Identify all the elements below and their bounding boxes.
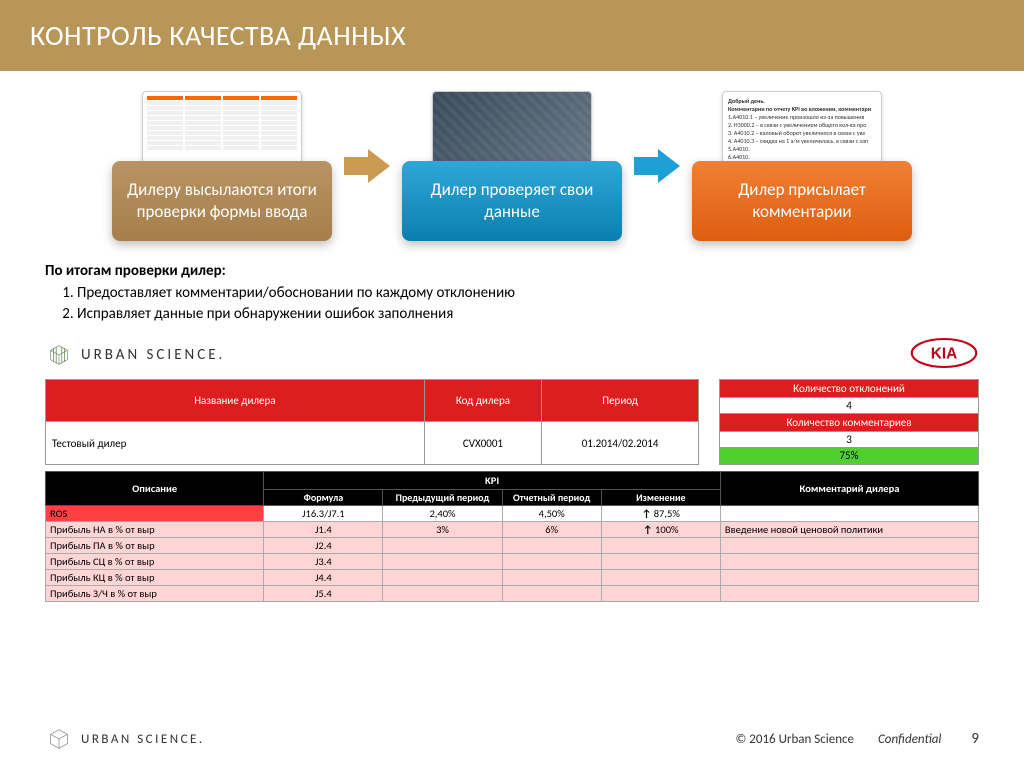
kpi-desc: Прибыль НА в % от выр xyxy=(46,521,264,537)
kpi-comment: Введение новой ценовой политики xyxy=(720,521,978,537)
kpi-curr xyxy=(502,585,601,601)
tables-section: Название дилера Код дилера Период Тестов… xyxy=(0,379,1024,602)
td-dealer-code: CVX0001 xyxy=(424,422,541,465)
kpi-group: KPI xyxy=(264,471,721,489)
flow-label-3: Дилер присылает комментарии xyxy=(692,161,912,241)
kpi-curr xyxy=(502,537,601,553)
kpi-change xyxy=(601,537,720,553)
doc-line: 5.A4010. xyxy=(728,145,876,153)
summary-text: По итогам проверки дилер: Предоставляет … xyxy=(0,251,1024,330)
kpi-th: Изменение xyxy=(601,489,720,505)
doc-line: 2. H3000.2 – в связи с увеличением общег… xyxy=(728,121,876,129)
kpi-comment xyxy=(720,505,978,521)
kpi-formula: J3.4 xyxy=(264,553,383,569)
arrow-icon xyxy=(634,149,680,183)
urban-science-logo: URBAN SCIENCE. xyxy=(45,341,225,369)
flow-step-3: Добрый день. Комментарии по отчету KPI в… xyxy=(692,91,912,241)
kpi-th: Предыдущий период xyxy=(383,489,502,505)
kpi-comment xyxy=(720,553,978,569)
process-flow: Дилеру высылаются итоги проверки формы в… xyxy=(0,71,1024,251)
flow-step-1: Дилеру высылаются итоги проверки формы в… xyxy=(112,91,332,241)
kpi-row: Прибыль ПА в % от вырJ2.4 xyxy=(46,537,979,553)
kpi-prev: 2,40% xyxy=(383,505,502,521)
kpi-comment xyxy=(720,569,978,585)
kpi-th: Формула xyxy=(264,489,383,505)
kpi-row: Прибыль З/Ч в % от вырJ5.4 xyxy=(46,585,979,601)
kpi-formula: J16.3/J7.1 xyxy=(264,505,383,521)
kpi-comment xyxy=(720,537,978,553)
doc-line: 3. A4010.2 – валовый оборот увеличился в… xyxy=(728,129,876,137)
kpi-desc: Прибыль КЦ в % от выр xyxy=(46,569,264,585)
kpi-prev xyxy=(383,553,502,569)
flow-step-2: Дилер проверяет свои данные xyxy=(402,91,622,241)
kpi-curr xyxy=(502,569,601,585)
kpi-prev xyxy=(383,569,502,585)
kpi-table: Описание KPI Комментарий дилера Формула … xyxy=(45,471,979,602)
kpi-prev xyxy=(383,537,502,553)
td-period: 01.2014/02.2014 xyxy=(542,422,699,465)
kpi-formula: J1.4 xyxy=(264,521,383,537)
urban-science-logo: URBAN SCIENCE. xyxy=(45,725,205,753)
kpi-comment xyxy=(720,585,978,601)
cube-icon xyxy=(45,725,73,753)
kpi-change: 87,5% xyxy=(601,505,720,521)
kpi-change xyxy=(601,569,720,585)
doc-line: 6.A4010. xyxy=(728,153,876,161)
dev-pct: 75% xyxy=(720,448,978,464)
kpi-desc: Прибыль СЦ в % от выр xyxy=(46,553,264,569)
summary-item: Предоставляет комментарии/обосновании по… xyxy=(77,283,979,303)
kpi-curr xyxy=(502,553,601,569)
page-number: 9 xyxy=(971,730,979,748)
doc-line: 1.A4010.1 – увеличение произошло из-за п… xyxy=(728,113,876,121)
dev-header: Количество отклонений xyxy=(720,380,978,398)
doc-line: 4. A4010.3 – скидка на 1 а/м увеличилась… xyxy=(728,137,876,145)
th-dealer-code: Код дилера xyxy=(424,379,541,422)
kpi-row: Прибыль НА в % от вырJ1.43%6% 100%Введен… xyxy=(46,521,979,537)
dev-header: Количество комментариев xyxy=(720,414,978,432)
th-period: Период xyxy=(542,379,699,422)
cube-icon xyxy=(45,341,73,369)
dev-value: 4 xyxy=(720,398,978,414)
urban-science-text: URBAN SCIENCE. xyxy=(81,732,205,747)
kpi-desc: Прибыль З/Ч в % от выр xyxy=(46,585,264,601)
copyright: © 2016 Urban Science xyxy=(736,732,855,747)
kpi-formula: J4.4 xyxy=(264,569,383,585)
dealer-info-table: Название дилера Код дилера Период Тестов… xyxy=(45,379,699,465)
kpi-formula: J2.4 xyxy=(264,537,383,553)
kpi-desc: ROS xyxy=(46,505,264,521)
footer: URBAN SCIENCE. © 2016 Urban Science Conf… xyxy=(0,725,1024,753)
kpi-prev xyxy=(383,585,502,601)
kpi-change xyxy=(601,553,720,569)
urban-science-text: URBAN SCIENCE. xyxy=(81,346,225,364)
svg-text:KIA: KIA xyxy=(931,346,958,363)
kpi-row: Прибыль СЦ в % от вырJ3.4 xyxy=(46,553,979,569)
kpi-th: Описание xyxy=(46,471,264,505)
kia-logo: KIA xyxy=(909,336,979,375)
flow-label-2: Дилер проверяет свои данные xyxy=(402,161,622,241)
slide-title: КОНТРОЛЬ КАЧЕСТВА ДАННЫХ xyxy=(0,0,1024,71)
doc-line: Комментарии по отчету KPI во вложении, к… xyxy=(728,105,876,113)
kpi-formula: J5.4 xyxy=(264,585,383,601)
td-dealer-name: Тестовый дилер xyxy=(46,422,425,465)
kpi-row: ROSJ16.3/J7.12,40%4,50% 87,5% xyxy=(46,505,979,521)
confidential: Confidential xyxy=(878,732,941,747)
kpi-th: Комментарий дилера xyxy=(720,471,978,505)
doc-line: Добрый день. xyxy=(728,97,876,105)
summary-item: Исправляет данные при обнаружении ошибок… xyxy=(77,304,979,324)
kpi-prev: 3% xyxy=(383,521,502,537)
flow-label-1: Дилеру высылаются итоги проверки формы в… xyxy=(112,161,332,241)
deviation-box: Количество отклонений 4 Количество комме… xyxy=(719,379,979,465)
kpi-change xyxy=(601,585,720,601)
kpi-th: Отчетный период xyxy=(502,489,601,505)
kpi-change: 100% xyxy=(601,521,720,537)
logo-row: URBAN SCIENCE. KIA xyxy=(0,330,1024,379)
th-dealer-name: Название дилера xyxy=(46,379,425,422)
kpi-curr: 4,50% xyxy=(502,505,601,521)
arrow-icon xyxy=(344,149,390,183)
kpi-desc: Прибыль ПА в % от выр xyxy=(46,537,264,553)
kpi-row: Прибыль КЦ в % от вырJ4.4 xyxy=(46,569,979,585)
dev-value: 3 xyxy=(720,432,978,448)
kpi-curr: 6% xyxy=(502,521,601,537)
summary-lead: По итогам проверки дилер: xyxy=(45,262,226,280)
